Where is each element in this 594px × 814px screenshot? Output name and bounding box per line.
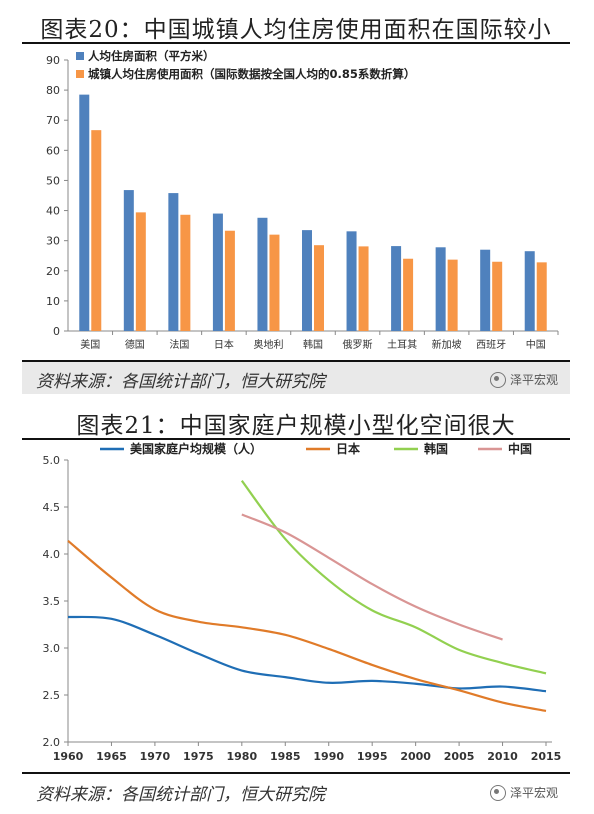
legend-label: 日本 bbox=[336, 442, 360, 456]
y-tick-label: 90 bbox=[46, 54, 60, 67]
y-tick-label: 5.0 bbox=[43, 454, 61, 467]
title-underline bbox=[22, 42, 570, 44]
source-bar: 资料来源：各国统计部门，恒大研究院 泽平宏观 bbox=[22, 772, 570, 808]
y-tick-label: 4.0 bbox=[43, 548, 61, 561]
x-tick-label: 西班牙 bbox=[476, 339, 506, 351]
y-tick-label: 4.5 bbox=[43, 501, 61, 514]
y-tick-label: 80 bbox=[46, 84, 60, 97]
source-bar: 资料来源：各国统计部门，恒大研究院 泽平宏观 bbox=[22, 360, 570, 394]
y-tick-label: 0 bbox=[53, 325, 60, 338]
bar-total-8 bbox=[435, 247, 446, 331]
x-tick-label: 德国 bbox=[125, 338, 145, 351]
x-tick-label: 土耳其 bbox=[387, 338, 417, 351]
series-line-3 bbox=[241, 513, 503, 641]
bar-total-7 bbox=[391, 246, 402, 331]
title-underline bbox=[22, 438, 570, 440]
bar-urban-5 bbox=[314, 245, 324, 331]
y-tick-label: 40 bbox=[46, 205, 60, 218]
y-tick-label: 2.0 bbox=[43, 736, 61, 749]
legend-swatch bbox=[76, 70, 84, 78]
watermark: 泽平宏观 bbox=[489, 371, 558, 388]
line-chart: 2.0 2.5 3.0 3.5 4.0 4.5 5.0 1960 1965 1970 1975 198… bbox=[43, 442, 562, 763]
y-tick-label: 3.0 bbox=[43, 642, 61, 655]
x-tick-label: 美国 bbox=[80, 338, 100, 351]
watermark-text: 泽平宏观 bbox=[509, 786, 558, 800]
x-tick-label: 1975 bbox=[183, 750, 214, 763]
legend-label: 人均住房面积（平方米） bbox=[88, 49, 215, 63]
x-tick-label: 2015 bbox=[531, 750, 562, 763]
legend-label: 韩国 bbox=[424, 442, 448, 456]
wechat-icon bbox=[489, 371, 506, 388]
y-tick-label: 50 bbox=[46, 174, 60, 187]
bar-urban-3 bbox=[224, 230, 235, 331]
x-tick-label: 1980 bbox=[227, 750, 258, 763]
x-tick-label: 奥地利 bbox=[253, 338, 283, 351]
bar-urban-0 bbox=[91, 130, 102, 331]
x-tick-label: 1985 bbox=[270, 750, 301, 763]
legend-label: 中国 bbox=[508, 442, 532, 456]
x-tick-label: 法国 bbox=[169, 338, 189, 351]
series-line-2 bbox=[240, 480, 547, 675]
figure-21-panel: 图表21：中国家庭户规模小型化空间很大 2.0 2.5 3.0 3.5 4.0 4.5 5.… bbox=[22, 402, 570, 808]
bar-total-5 bbox=[302, 230, 312, 331]
bar-total-1 bbox=[123, 190, 134, 331]
x-tick-label: 中国 bbox=[526, 338, 546, 351]
x-tick-label: 2000 bbox=[400, 750, 431, 763]
figure-20-title: 图表20：中国城镇人均住房使用面积在国际较小 bbox=[40, 17, 552, 43]
y-tick-label: 30 bbox=[46, 235, 60, 248]
watermark: 泽平宏观 bbox=[489, 784, 558, 801]
bar-total-2 bbox=[168, 193, 179, 331]
bar-total-0 bbox=[79, 94, 90, 331]
bar-total-10 bbox=[524, 251, 535, 331]
y-tick-label: 2.5 bbox=[43, 689, 61, 702]
series-line-0 bbox=[67, 615, 547, 693]
x-tick-label: 新加坡 bbox=[432, 338, 462, 351]
wechat-icon bbox=[489, 784, 506, 801]
bar-urban-7 bbox=[403, 258, 414, 331]
legend-label: 美国家庭户均规模（人） bbox=[130, 442, 262, 456]
y-tick-label: 70 bbox=[46, 114, 60, 127]
bar-urban-8 bbox=[447, 259, 458, 331]
bar-chart: 0 10 20 30 40 50 60 70 80 90 美国 德国 法国 日本 奥地利 韩国 俄罗斯 土耳其 新加… bbox=[46, 49, 559, 351]
bar-urban-6 bbox=[358, 246, 369, 331]
y-tick-label: 20 bbox=[46, 265, 60, 278]
x-tick-label: 1965 bbox=[96, 750, 127, 763]
bar-total-3 bbox=[212, 213, 223, 331]
bar-total-6 bbox=[346, 231, 357, 331]
x-tick-label: 1960 bbox=[53, 750, 84, 763]
legend-label: 城镇人均住房使用面积（国际数据按全国人均的0.85系数折算） bbox=[88, 67, 415, 81]
legend-swatch bbox=[76, 52, 84, 60]
x-tick-label: 1970 bbox=[140, 750, 171, 763]
y-tick-label: 60 bbox=[46, 144, 60, 157]
bar-urban-1 bbox=[135, 212, 146, 331]
bar-urban-2 bbox=[180, 214, 191, 331]
y-tick-label: 10 bbox=[46, 295, 60, 308]
figure-21-title: 图表21：中国家庭户规模小型化空间很大 bbox=[76, 413, 516, 439]
y-tick-label: 3.5 bbox=[43, 595, 61, 608]
x-tick-label: 韩国 bbox=[303, 338, 323, 351]
x-tick-label: 1990 bbox=[313, 750, 344, 763]
source-text: 资料来源：各国统计部门，恒大研究院 bbox=[36, 785, 325, 805]
x-tick-label: 1995 bbox=[357, 750, 388, 763]
bar-total-4 bbox=[257, 217, 268, 331]
series-line-1 bbox=[67, 539, 547, 713]
bar-urban-9 bbox=[492, 261, 503, 331]
bar-urban-10 bbox=[536, 262, 547, 331]
x-tick-label: 俄罗斯 bbox=[343, 338, 373, 351]
x-tick-label: 2005 bbox=[444, 750, 475, 763]
x-tick-label: 2010 bbox=[487, 750, 518, 763]
x-tick-label: 日本 bbox=[214, 338, 234, 351]
figure-20-panel: 图表20：中国城镇人均住房使用面积在国际较小 0 10 20 30 40 50 60 70 80… bbox=[22, 6, 570, 394]
source-text: 资料来源：各国统计部门，恒大研究院 bbox=[36, 372, 325, 392]
watermark-text: 泽平宏观 bbox=[509, 373, 558, 387]
bar-total-9 bbox=[480, 249, 491, 331]
bar-urban-4 bbox=[269, 234, 280, 331]
